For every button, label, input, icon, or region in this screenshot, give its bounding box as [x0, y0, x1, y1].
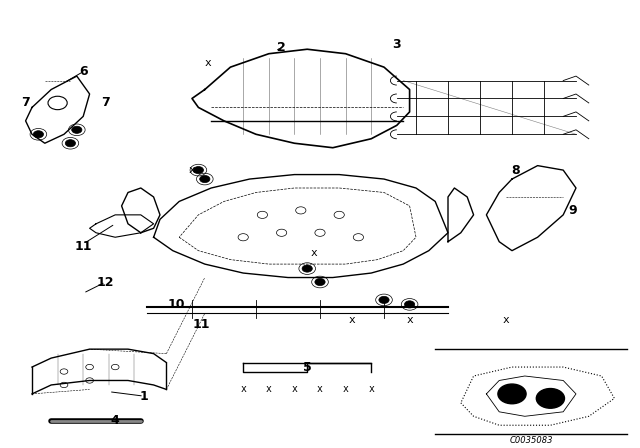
Circle shape	[200, 176, 210, 183]
Text: x: x	[342, 384, 349, 394]
Circle shape	[315, 278, 325, 285]
Text: 5: 5	[303, 361, 312, 374]
Circle shape	[404, 301, 415, 308]
Text: 2: 2	[277, 40, 286, 53]
Text: 4: 4	[111, 414, 120, 427]
Circle shape	[498, 384, 526, 404]
Text: x: x	[189, 165, 195, 175]
Text: x: x	[205, 58, 211, 68]
Circle shape	[33, 131, 44, 138]
Text: 1: 1	[140, 390, 148, 403]
Text: x: x	[349, 315, 355, 325]
Text: x: x	[310, 248, 317, 258]
Text: x: x	[406, 315, 413, 325]
Text: 12: 12	[97, 276, 115, 289]
Circle shape	[379, 296, 389, 303]
Text: x: x	[368, 384, 374, 394]
Circle shape	[193, 167, 204, 174]
Text: 7: 7	[101, 96, 110, 109]
Text: x: x	[317, 384, 323, 394]
Text: 7: 7	[21, 96, 30, 109]
Text: x: x	[502, 315, 509, 325]
Circle shape	[302, 265, 312, 272]
Text: 3: 3	[392, 38, 401, 51]
Text: x: x	[266, 384, 272, 394]
Circle shape	[65, 140, 76, 147]
Text: 9: 9	[568, 204, 577, 217]
Text: C0035083: C0035083	[509, 436, 553, 445]
Text: 8: 8	[511, 164, 520, 177]
Text: 6: 6	[79, 65, 88, 78]
Text: 10: 10	[167, 298, 185, 311]
Text: 11: 11	[193, 318, 211, 331]
Text: 11: 11	[74, 240, 92, 253]
Text: x: x	[291, 384, 298, 394]
Circle shape	[536, 388, 564, 408]
Circle shape	[72, 126, 82, 134]
Text: x: x	[240, 384, 246, 394]
